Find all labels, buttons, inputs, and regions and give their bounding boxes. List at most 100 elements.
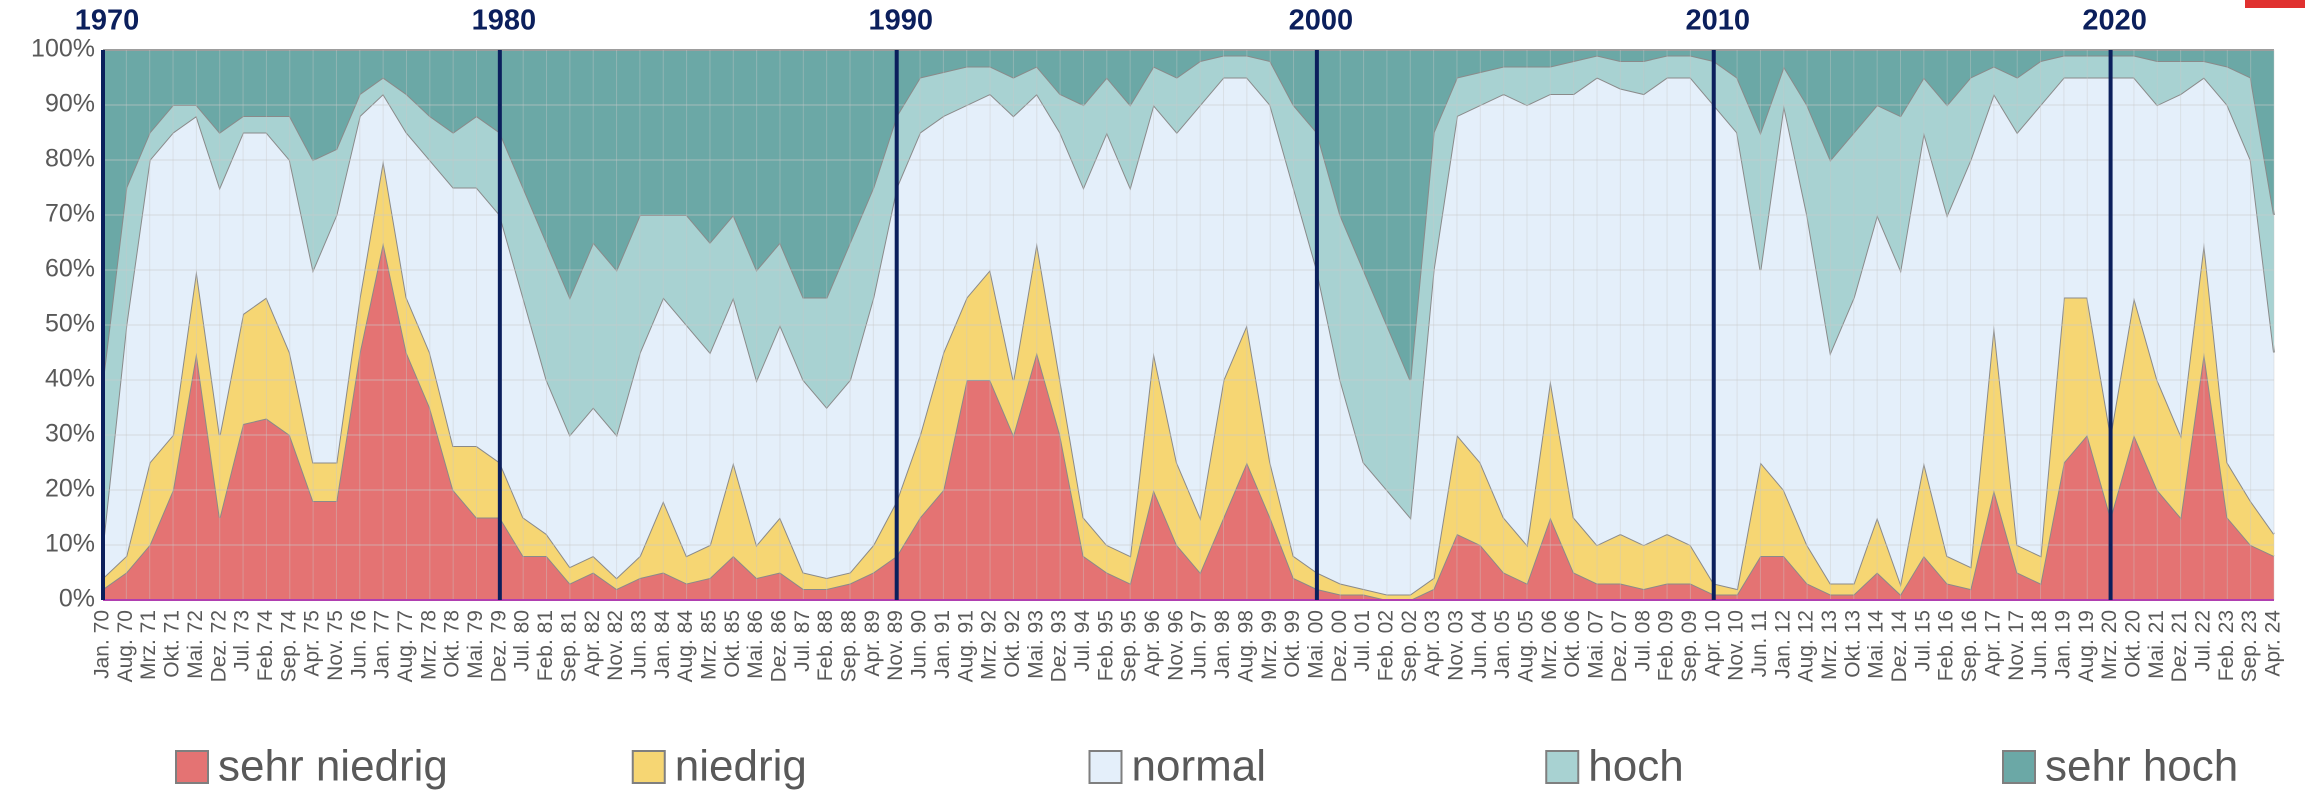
x-tick-label: Jan. 91	[931, 610, 954, 679]
x-tick-label: Jan. 19	[2051, 610, 2074, 679]
x-tick-label: Mai. 14	[1865, 610, 1888, 679]
x-tick-label: Mrz. 92	[978, 610, 1001, 680]
area-series	[103, 160, 2274, 600]
legend-label: sehr niedrig	[218, 742, 448, 791]
y-tick-label: 80%	[45, 145, 95, 173]
x-tick-label: Nov. 96	[1164, 610, 1187, 681]
x-tick-label: Dez. 93	[1048, 610, 1071, 682]
x-tick-label: Jun. 97	[1188, 610, 1211, 679]
x-tick-label: Mrz. 20	[2098, 610, 2121, 680]
x-tick-label: Sep. 02	[1398, 610, 1421, 682]
x-tick-label: Okt. 06	[1561, 610, 1584, 678]
x-tick-label: Mrz. 13	[1818, 610, 1841, 680]
x-tick-label: Okt. 71	[161, 610, 184, 678]
x-tick-label: Okt. 78	[441, 610, 464, 678]
x-tick-label: Dez. 72	[207, 610, 230, 682]
x-tick-label: Apr. 24	[2262, 610, 2285, 677]
legend-label: sehr hoch	[2045, 742, 2238, 791]
x-tick-label: Dez. 86	[768, 610, 791, 682]
x-tick-label: Mrz. 06	[1538, 610, 1561, 680]
area-series	[103, 242, 2274, 600]
x-tick-label: Jul. 22	[2192, 610, 2215, 672]
x-tick-label: Aug. 91	[954, 610, 977, 682]
x-tick-label: Jun. 83	[627, 610, 650, 679]
x-tick-label: Jul. 73	[231, 610, 254, 672]
x-tick-label: Mai. 93	[1024, 610, 1047, 679]
x-tick-label: Nov. 75	[324, 610, 347, 681]
x-tick-label: Aug. 70	[114, 610, 137, 682]
x-tick-label: Feb. 23	[2215, 610, 2238, 681]
legend-swatch	[2002, 750, 2036, 784]
x-tick-label: Jan. 77	[371, 610, 394, 679]
decade-label: 2000	[1289, 5, 1354, 37]
y-tick-label: 50%	[45, 310, 95, 338]
x-tick-label: Jun. 04	[1468, 610, 1491, 679]
y-tick-label: 0%	[59, 585, 95, 613]
legend-label: normal	[1132, 742, 1267, 791]
corner-accent	[2245, 0, 2305, 8]
x-tick-label: Mrz. 71	[137, 610, 160, 680]
x-tick-label: Feb. 81	[534, 610, 557, 681]
x-tick-label: Dez. 21	[2168, 610, 2191, 682]
x-tick-label: Mai. 00	[1304, 610, 1327, 679]
x-tick-label: Feb. 09	[1655, 610, 1678, 681]
x-tick-label: Sep. 95	[1118, 610, 1141, 682]
x-tick-label: Dez. 00	[1328, 610, 1351, 682]
x-tick-label: Apr. 03	[1421, 610, 1444, 677]
x-tick-label: Jan. 84	[651, 610, 674, 679]
x-tick-label: Mrz. 99	[1258, 610, 1281, 680]
decade-label: 2020	[2082, 5, 2147, 37]
x-tick-label: Nov. 03	[1445, 610, 1468, 681]
area-series	[103, 77, 2274, 595]
x-tick-label: Sep. 88	[838, 610, 861, 682]
y-tick-label: 30%	[45, 420, 95, 448]
x-tick-label: Apr. 82	[581, 610, 604, 677]
legend-swatch	[1545, 750, 1580, 784]
x-tick-label: Mai. 79	[464, 610, 487, 679]
x-tick-label: Apr. 10	[1701, 610, 1724, 677]
y-tick-label: 10%	[45, 530, 95, 558]
decade-label: 1990	[868, 5, 933, 37]
y-tick-label: 20%	[45, 475, 95, 503]
x-tick-label: Jan. 70	[91, 610, 114, 679]
x-tick-label: Feb. 02	[1374, 610, 1397, 681]
y-tick-label: 60%	[45, 255, 95, 283]
x-tick-label: Jan. 05	[1491, 610, 1514, 679]
x-tick-label: Sep. 16	[1958, 610, 1981, 682]
x-tick-label: Jun. 18	[2028, 610, 2051, 679]
legend-swatch	[631, 750, 666, 784]
legend-swatch	[1088, 750, 1123, 784]
decade-label: 1980	[472, 5, 537, 37]
x-tick-label: Aug. 77	[394, 610, 417, 682]
x-tick-label: Mai. 07	[1585, 610, 1608, 679]
x-tick-label: Apr. 75	[301, 610, 324, 677]
x-tick-label: Apr. 89	[861, 610, 884, 677]
y-tick-label: 40%	[45, 365, 95, 393]
x-tick-label: Jul. 94	[1071, 610, 1094, 672]
x-tick-label: Okt. 99	[1281, 610, 1304, 678]
x-tick-label: Sep. 81	[557, 610, 580, 682]
x-tick-label: Sep. 23	[2238, 610, 2261, 682]
x-tick-label: Mai. 72	[184, 610, 207, 679]
y-tick-label: 90%	[45, 90, 95, 118]
x-tick-label: Feb. 74	[254, 610, 277, 682]
x-tick-label: Aug. 12	[1795, 610, 1818, 682]
x-tick-label: Aug. 05	[1515, 610, 1538, 682]
x-tick-label: Dez. 14	[1888, 610, 1911, 683]
x-tick-label: Feb. 95	[1094, 610, 1117, 681]
x-tick-label: Feb. 16	[1935, 610, 1958, 681]
x-tick-label: Mai. 86	[744, 610, 767, 679]
legend-swatch	[175, 750, 209, 784]
x-tick-label: Apr. 96	[1141, 610, 1164, 677]
x-tick-label: Jul. 87	[791, 610, 814, 672]
x-tick-label: Nov. 82	[604, 610, 627, 681]
decade-label: 2010	[1685, 5, 1750, 37]
x-tick-label: Dez. 07	[1608, 610, 1631, 682]
x-tick-label: Okt. 13	[1841, 610, 1864, 678]
x-tick-label: Jan. 98	[1211, 610, 1234, 679]
x-tick-label: Feb. 88	[814, 610, 837, 681]
x-tick-label: Jan. 12	[1771, 610, 1794, 679]
x-tick-label: Apr. 17	[1981, 610, 2004, 677]
x-tick-label: Okt. 85	[721, 610, 744, 678]
